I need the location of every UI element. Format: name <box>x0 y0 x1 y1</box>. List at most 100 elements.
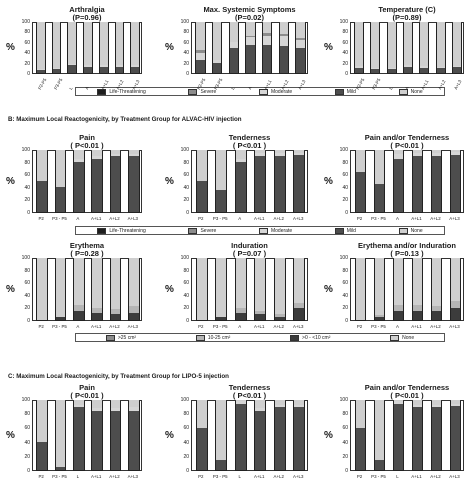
bar-a-l1 <box>411 258 424 321</box>
bar-l <box>392 400 405 471</box>
x-tick-label: P2 <box>38 324 44 329</box>
bar-segment-none <box>371 22 380 68</box>
x-tick-label: P2 <box>356 216 363 221</box>
bar-a-l2 <box>430 400 443 471</box>
y-tick-label: 0 <box>186 210 189 216</box>
bar-segment-moderate <box>412 404 423 407</box>
bar-segment-none <box>450 258 461 302</box>
chart-tenderness-lipo: Tenderness( P<0.01 )% 0 20 40 60 80 100 P2 P3 - … <box>158 384 318 479</box>
y-tick-label: 20 <box>183 197 189 204</box>
bar-p2-p5 <box>35 22 46 74</box>
bar-segment-10-25-cm <box>450 301 461 308</box>
bar-segment-moderate <box>450 151 461 155</box>
y-tick-label: 100 <box>339 147 348 153</box>
y-tick-label: 40 <box>24 184 30 191</box>
bar-segment-none <box>294 258 305 303</box>
y-tick-label: 40 <box>183 184 189 191</box>
x-tick-label: A+L3 <box>127 474 139 479</box>
x-tick-label: A <box>396 216 399 221</box>
chart-title-text: Erythema and/or Induration <box>358 241 456 250</box>
bar-segment-none <box>355 400 366 428</box>
bar-segment-mild <box>52 69 61 73</box>
y-tick-label: 40 <box>24 439 30 446</box>
bar-segment-moderate <box>263 35 272 45</box>
bar-segment-0-10-cm <box>216 316 227 320</box>
bar-segment-none <box>387 22 396 68</box>
bar-segment-moderate <box>255 153 266 157</box>
y-tick-label: 0 <box>345 71 348 77</box>
bar-segment-none <box>450 400 461 404</box>
bar-segment-none <box>255 400 266 409</box>
bar-p3-p5 <box>373 150 386 213</box>
bar-segment-10-25-cm <box>74 304 84 311</box>
bar-segment-mild <box>393 159 404 212</box>
bar-segment-moderate <box>452 65 461 67</box>
y-tick-label: 60 <box>183 39 189 46</box>
chart-subtitle: ( P=0.13 ) <box>390 249 424 258</box>
bar-segment-mild <box>235 403 246 470</box>
bar-segment-none <box>52 22 61 69</box>
chart-temperature: Temperature (C) (P=0.89)% 0 20 40 60 80 100 P2-P… <box>320 0 474 91</box>
y-tick-label: 20 <box>183 453 189 460</box>
y-tick-label: 40 <box>183 292 189 299</box>
x-tick-label: A+L3 <box>127 216 139 221</box>
bar-segment-none <box>196 400 207 428</box>
legend-item-10-25-cm: 10-25 cm² <box>195 334 230 341</box>
plot-area <box>191 22 308 74</box>
bar-segment-none <box>74 400 84 405</box>
plot-area <box>350 150 464 213</box>
legend-swatch <box>290 334 300 341</box>
bar-segment-moderate <box>431 153 442 157</box>
y-tick-label: 60 <box>24 39 30 46</box>
x-tick-label: P3 - P5 <box>212 216 228 221</box>
bar-segment-none <box>92 258 102 308</box>
x-tick-label: A <box>76 324 80 329</box>
bar-segment-mild <box>68 65 77 73</box>
legend-label: Mild <box>346 88 356 95</box>
y-tick-label: 100 <box>21 255 30 261</box>
x-tick-label: A+L3 <box>127 324 139 329</box>
bar-segment-mild <box>436 67 445 73</box>
bar-a-l2 <box>109 150 122 213</box>
bar-segment-none <box>246 22 255 36</box>
y-tick-label: 100 <box>339 397 348 403</box>
bar-segment-none <box>74 258 84 305</box>
bar-segment-none <box>110 400 121 409</box>
x-tick-label: A+L3 <box>449 474 460 479</box>
y-tick-label: 0 <box>27 468 30 474</box>
bar-l <box>73 400 85 471</box>
bar-a-l1 <box>254 150 267 213</box>
bar-segment-moderate <box>92 408 102 411</box>
bar-a-l3 <box>128 150 140 213</box>
bar-segment-moderate <box>74 404 84 407</box>
bar-p2 <box>195 400 208 471</box>
bar-segment-moderate <box>92 156 102 160</box>
y-tick-label: 80 <box>183 29 189 36</box>
y-axis-label: % <box>6 175 15 187</box>
bar-segment-none <box>412 400 423 405</box>
x-tick-label: L <box>238 474 241 479</box>
bar-segment-0-10-cm <box>129 312 139 320</box>
bar-segment-none <box>412 258 423 305</box>
bar-segment-mild <box>74 407 84 470</box>
bar-segment-mild <box>74 162 84 212</box>
bar-segment-moderate <box>36 69 45 71</box>
bar-segment-10-25-cm <box>393 304 404 311</box>
legend-label: Life-Threatening <box>109 88 146 95</box>
bar-segment-moderate <box>246 37 255 45</box>
bar-segment-mild <box>450 405 461 470</box>
bar-segment-none <box>420 22 429 67</box>
y-tick-label: 80 <box>24 411 30 418</box>
bar-p3-p5 <box>373 258 386 321</box>
x-tick-label: P2 <box>356 474 363 479</box>
chart-erythema-alvac: Erythema( P=0.28 )% 0 20 40 60 80 100 P2 P3 - P5… <box>0 238 150 332</box>
bar-segment-none <box>55 150 66 188</box>
bar-segment-0-10-cm <box>450 307 461 320</box>
x-tick-label: A+L1 <box>90 324 102 329</box>
y-tick-label: 60 <box>342 39 348 46</box>
chart-subtitle: ( P<0.01 ) <box>70 391 104 400</box>
bar-segment-none <box>374 258 385 316</box>
bar-p2-p5 <box>195 22 206 74</box>
chart-erythema-induration-alvac: Erythema and/or Induration( P=0.13 )% 0 20… <box>320 238 474 332</box>
legend-item-0-10-cm: >0 - <10 cm² <box>290 334 330 341</box>
